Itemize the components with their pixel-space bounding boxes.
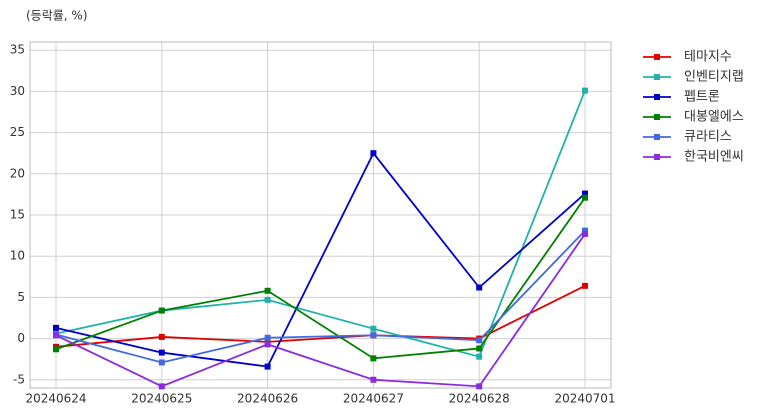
point xyxy=(582,87,588,94)
point xyxy=(582,230,588,237)
point xyxy=(370,376,377,383)
point xyxy=(476,345,483,352)
point xyxy=(370,325,377,332)
chart-title: (등락률, %) xyxy=(26,9,88,23)
series-line xyxy=(55,151,586,368)
point xyxy=(53,346,59,353)
series-line xyxy=(55,90,586,358)
point xyxy=(582,190,588,197)
y-tick-label: 5 xyxy=(17,290,25,304)
point xyxy=(158,383,165,390)
y-tick-label: 10 xyxy=(10,249,25,263)
x-tick-label: 20240701 xyxy=(554,392,615,406)
point xyxy=(476,284,483,291)
x-tick-label: 20240626 xyxy=(237,392,298,406)
series-line xyxy=(55,285,586,348)
x-tick-label: 20240627 xyxy=(343,392,404,406)
point xyxy=(370,332,377,339)
point xyxy=(370,355,377,362)
point xyxy=(158,333,165,340)
legend-label: 큐라티스 xyxy=(684,130,732,145)
legend-marker xyxy=(654,54,660,60)
point xyxy=(476,337,483,344)
point xyxy=(476,353,483,360)
point xyxy=(264,287,271,294)
series-line xyxy=(55,197,586,360)
point xyxy=(582,282,588,289)
legend-label: 대봉엘에스 xyxy=(684,110,744,125)
point xyxy=(264,363,271,370)
y-tick-label: 35 xyxy=(10,43,25,57)
point xyxy=(264,341,271,348)
legend-label: 인벤티지랩 xyxy=(684,70,744,85)
legend-marker xyxy=(654,114,660,120)
legend-marker xyxy=(654,94,660,100)
point xyxy=(582,227,588,234)
legend-marker xyxy=(654,74,660,80)
y-tick-label: 25 xyxy=(10,125,25,139)
y-tick-label: 0 xyxy=(17,331,25,345)
x-tick-label: 20240628 xyxy=(449,392,510,406)
y-tick-label: 30 xyxy=(10,84,25,98)
series-line xyxy=(55,233,586,388)
legend-marker xyxy=(654,154,660,160)
point xyxy=(53,332,59,339)
y-tick-label: 20 xyxy=(10,166,25,180)
legend-label: 테마지수 xyxy=(684,50,732,65)
point xyxy=(158,307,165,314)
point xyxy=(53,324,59,331)
point xyxy=(264,296,271,303)
legend-marker xyxy=(654,134,660,140)
series-line xyxy=(55,230,586,364)
x-tick-label: 20240625 xyxy=(131,392,192,406)
y-tick-label: 15 xyxy=(10,208,25,222)
y-tick-label: -5 xyxy=(13,372,25,386)
plot-frame xyxy=(29,41,612,389)
legend-label: 한국비엔씨 xyxy=(684,150,744,165)
point xyxy=(370,150,377,157)
point xyxy=(582,194,588,201)
legend-label: 펩트론 xyxy=(684,90,720,105)
point xyxy=(158,349,165,356)
point xyxy=(476,383,483,390)
point xyxy=(264,334,271,341)
point xyxy=(158,359,165,366)
x-tick-label: 20240624 xyxy=(25,392,86,406)
